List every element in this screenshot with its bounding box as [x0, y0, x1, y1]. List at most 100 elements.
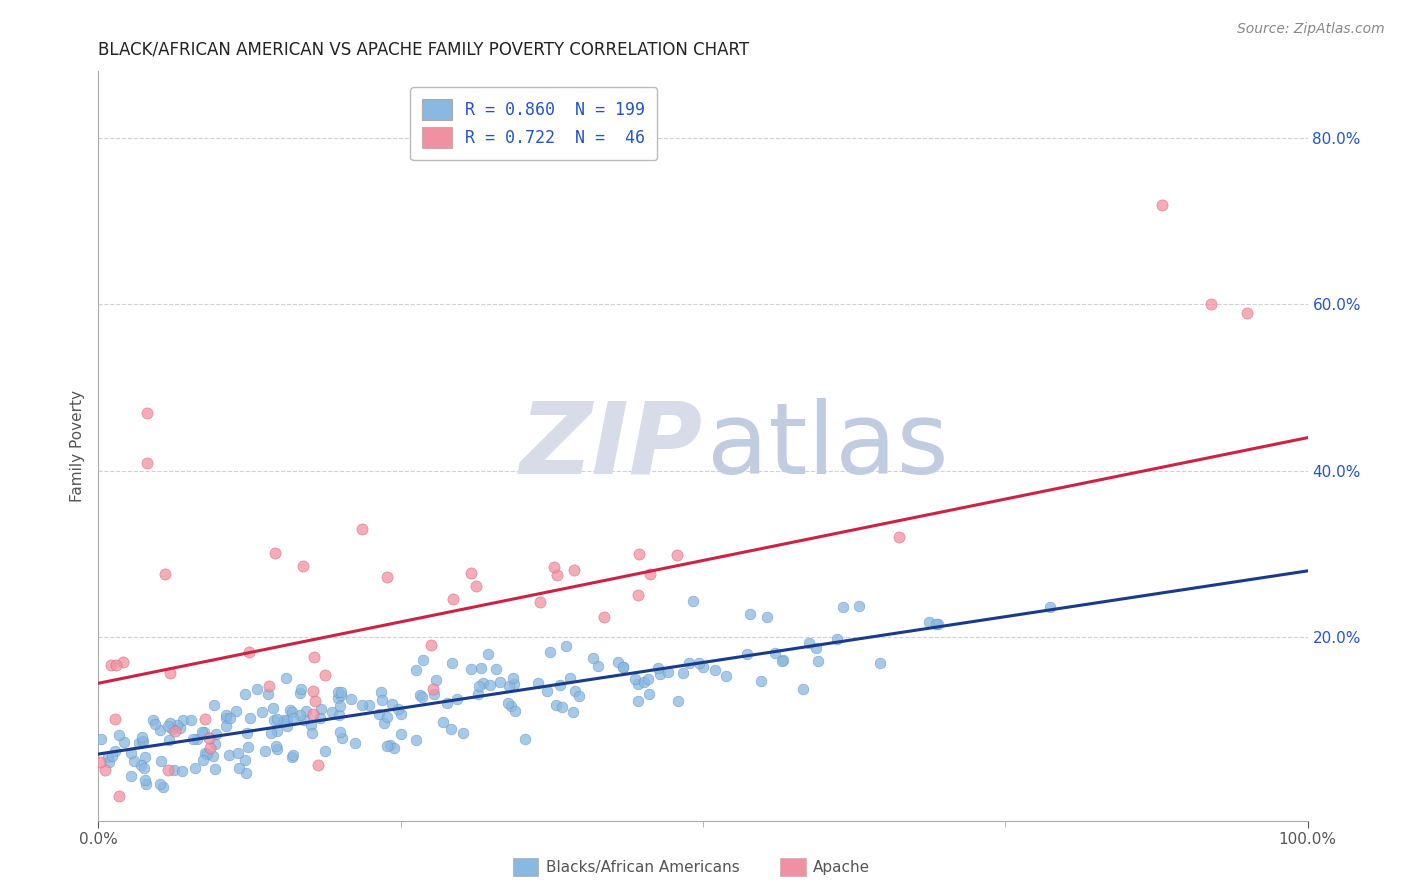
Point [159, 665, 181, 680]
Point [352, 522, 374, 536]
Point [288, 708, 311, 723]
Point [309, 711, 332, 725]
Point [250, 706, 273, 720]
Point [440, 722, 463, 736]
Point [460, 662, 482, 676]
Point [191, 754, 214, 768]
Point [292, 714, 315, 728]
Point [233, 687, 256, 701]
Point [527, 676, 550, 690]
Point [215, 718, 238, 732]
Point [647, 661, 669, 675]
Point [666, 694, 689, 708]
Text: ZIP: ZIP [520, 398, 703, 494]
Point [281, 705, 304, 719]
Point [650, 666, 672, 681]
Point [326, 690, 349, 705]
Point [166, 718, 188, 732]
Point [806, 641, 828, 656]
Point [588, 659, 610, 673]
Point [236, 726, 259, 740]
Point [657, 665, 679, 679]
Point [228, 761, 250, 775]
Point [198, 731, 221, 746]
Point [302, 650, 325, 665]
Point [163, 723, 186, 738]
Point [108, 789, 131, 803]
Point [256, 688, 278, 702]
Point [422, 682, 444, 697]
Point [637, 673, 659, 687]
Point [299, 718, 322, 732]
Point [367, 707, 389, 722]
Point [104, 712, 127, 726]
Point [665, 548, 688, 562]
Point [387, 702, 409, 716]
Point [797, 635, 820, 649]
Point [159, 715, 181, 730]
Point [411, 690, 433, 705]
Point [186, 731, 208, 746]
Point [112, 655, 135, 669]
Point [271, 715, 294, 730]
Point [432, 715, 454, 730]
Point [471, 676, 494, 690]
Point [153, 566, 176, 581]
Point [536, 683, 558, 698]
Point [321, 705, 343, 719]
Point [543, 560, 565, 574]
Point [274, 671, 297, 685]
Point [627, 677, 650, 691]
Point [692, 660, 714, 674]
Point [529, 595, 551, 609]
Point [172, 714, 194, 728]
Point [848, 599, 870, 613]
Point [122, 754, 145, 768]
Point [375, 739, 398, 753]
Point [638, 687, 661, 701]
Point [389, 726, 412, 740]
Point [1039, 599, 1062, 614]
Point [468, 679, 491, 693]
Point [202, 748, 225, 763]
Point [131, 730, 153, 744]
Point [627, 694, 650, 708]
Point [551, 699, 574, 714]
Point [278, 703, 301, 717]
Point [328, 684, 350, 698]
Point [105, 657, 128, 672]
Point [131, 734, 153, 748]
Point [1152, 197, 1174, 211]
Point [678, 656, 700, 670]
Point [927, 617, 949, 632]
Point [235, 766, 257, 780]
Point [263, 546, 285, 560]
Point [93, 763, 115, 777]
Point [302, 684, 325, 698]
Point [257, 679, 280, 693]
Point [633, 674, 655, 689]
Point [142, 714, 165, 728]
Point [204, 762, 226, 776]
Point [755, 609, 778, 624]
Point [120, 769, 142, 783]
Point [546, 698, 568, 712]
Point [238, 645, 260, 659]
Point [381, 698, 404, 712]
Point [682, 594, 704, 608]
Point [204, 738, 226, 752]
Point [714, 669, 737, 683]
Point [672, 666, 695, 681]
Point [273, 713, 295, 727]
Point [266, 724, 288, 739]
Y-axis label: Family Poverty: Family Poverty [69, 390, 84, 502]
Point [301, 726, 323, 740]
Point [148, 777, 170, 791]
Point [281, 747, 304, 762]
Point [295, 704, 318, 718]
Text: Apache: Apache [813, 860, 870, 874]
Point [1199, 297, 1222, 311]
Point [505, 704, 527, 718]
Point [262, 701, 284, 715]
Point [200, 741, 222, 756]
